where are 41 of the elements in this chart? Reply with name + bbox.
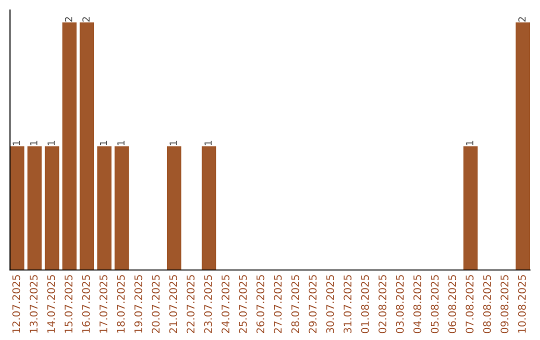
x-tick-label: 09.08.2025 [500, 275, 508, 334]
x-tick-label: 20.07.2025 [152, 275, 160, 334]
x-tick-label: 13.07.2025 [30, 275, 38, 333]
data-label: 1 [204, 140, 212, 146]
data-label: 1 [48, 140, 55, 146]
x-tick-label: 29.07.2025 [308, 275, 317, 334]
x-tick-label: 30.07.2025 [326, 275, 334, 334]
x-tick-label: 08.08.2025 [483, 275, 491, 334]
data-label: 1 [12, 140, 20, 146]
x-tick-label: 07.08.2025 [466, 275, 474, 334]
x-tick-label: 10.08.2025 [518, 275, 526, 333]
data-label: 1 [170, 140, 177, 146]
x-tick-label: 24.07.2025 [222, 275, 230, 334]
x-tick-label: 25.07.2025 [238, 275, 247, 334]
data-label: 2 [518, 17, 526, 22]
x-tick-label: 02.08.2025 [378, 275, 386, 334]
x-tick-label: 04.08.2025 [413, 275, 422, 334]
x-tick-label: 16.07.2025 [82, 275, 90, 333]
x-tick-label: 27.07.2025 [274, 275, 282, 334]
x-tick-label: 22.07.2025 [186, 275, 195, 334]
x-tick-label: 28.07.2025 [291, 275, 300, 334]
x-tick-label: 31.07.2025 [344, 275, 352, 334]
data-label: 1 [100, 140, 108, 146]
x-tick-label: 12.07.2025 [12, 275, 20, 333]
x-tick-label: 17.07.2025 [99, 275, 108, 333]
x-tick-label: 18.07.2025 [116, 275, 125, 333]
x-tick-label: 15.07.2025 [64, 275, 72, 333]
x-tick-label: 14.07.2025 [47, 275, 56, 333]
x-tick-label: 06.08.2025 [448, 275, 456, 334]
x-tick-label: 03.08.2025 [396, 275, 404, 334]
data-label: 2 [64, 17, 72, 22]
x-tick-label: 01.08.2025 [361, 275, 369, 334]
data-label: 1 [30, 140, 38, 146]
x-tick-label: 05.08.2025 [430, 275, 439, 334]
data-label: 1 [466, 140, 474, 146]
data-label: 2 [82, 17, 90, 22]
x-tick-label: 26.07.2025 [256, 275, 264, 334]
data-label: 1 [117, 140, 124, 146]
x-tick-label: 23.07.2025 [204, 275, 212, 334]
x-tick-label: 21.07.2025 [169, 275, 178, 334]
x-tick-label: 19.07.2025 [134, 275, 142, 333]
